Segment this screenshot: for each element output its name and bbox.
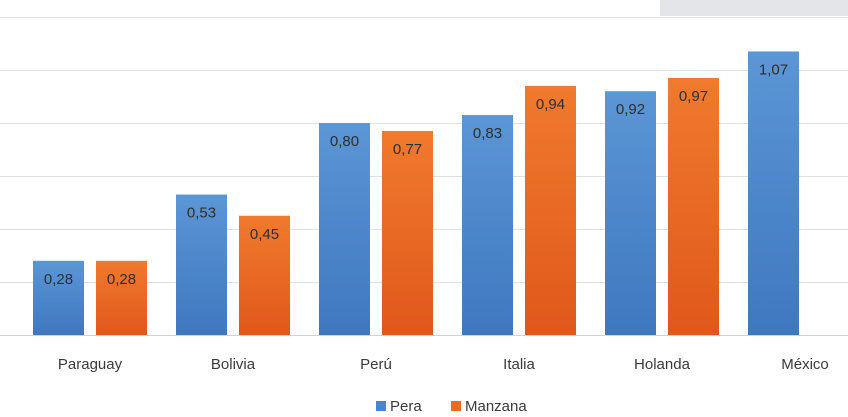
bar-pera-perú: [319, 123, 370, 335]
data-label: 0,92: [616, 101, 645, 118]
bar-pera-holanda: [605, 91, 656, 335]
legend-swatch-manzana: [451, 401, 461, 411]
data-label: 0,77: [393, 141, 422, 158]
legend-label-pera: Pera: [390, 398, 422, 415]
legend-swatch-pera: [376, 401, 386, 411]
x-tick-label: Perú: [360, 356, 392, 373]
data-label: 1,07: [759, 61, 788, 78]
bars: 0,28 0,28 0,53 0,45 0,80 0,77 0,83 0,94 0,92 0,97…: [33, 51, 799, 336]
bar-manzana-bolivia: [239, 215, 290, 335]
bar-pera-italia: [462, 115, 513, 335]
bar-manzana-paraguay: [96, 260, 147, 335]
x-tick-label: Holanda: [634, 356, 691, 373]
x-tick-label: Bolivia: [211, 356, 256, 373]
data-label: 0,28: [107, 271, 136, 288]
data-label: 0,53: [187, 205, 216, 222]
data-label: 0,97: [679, 88, 708, 105]
x-tick-label: Italia: [503, 356, 535, 373]
x-tick-label: Paraguay: [58, 356, 123, 373]
bar-pera-paraguay: [33, 260, 84, 335]
data-label: 0,28: [44, 271, 73, 288]
x-axis-labels: Paraguay Bolivia Perú Italia Holanda México: [58, 356, 829, 373]
bar-manzana-holanda: [668, 77, 719, 335]
data-label: 0,80: [330, 133, 359, 150]
top-right-corner-box: [660, 0, 848, 16]
bar-manzana-perú: [382, 130, 433, 335]
data-label: 0,83: [473, 125, 502, 142]
data-label: 0,94: [536, 96, 565, 113]
bar-pera-méxico: [748, 51, 799, 335]
data-label: 0,45: [250, 226, 279, 243]
legend: Pera Manzana: [376, 398, 527, 415]
legend-label-manzana: Manzana: [465, 398, 527, 415]
bar-manzana-italia: [525, 85, 576, 336]
bar-pera-bolivia: [176, 194, 227, 335]
x-tick-label: México: [781, 356, 829, 373]
